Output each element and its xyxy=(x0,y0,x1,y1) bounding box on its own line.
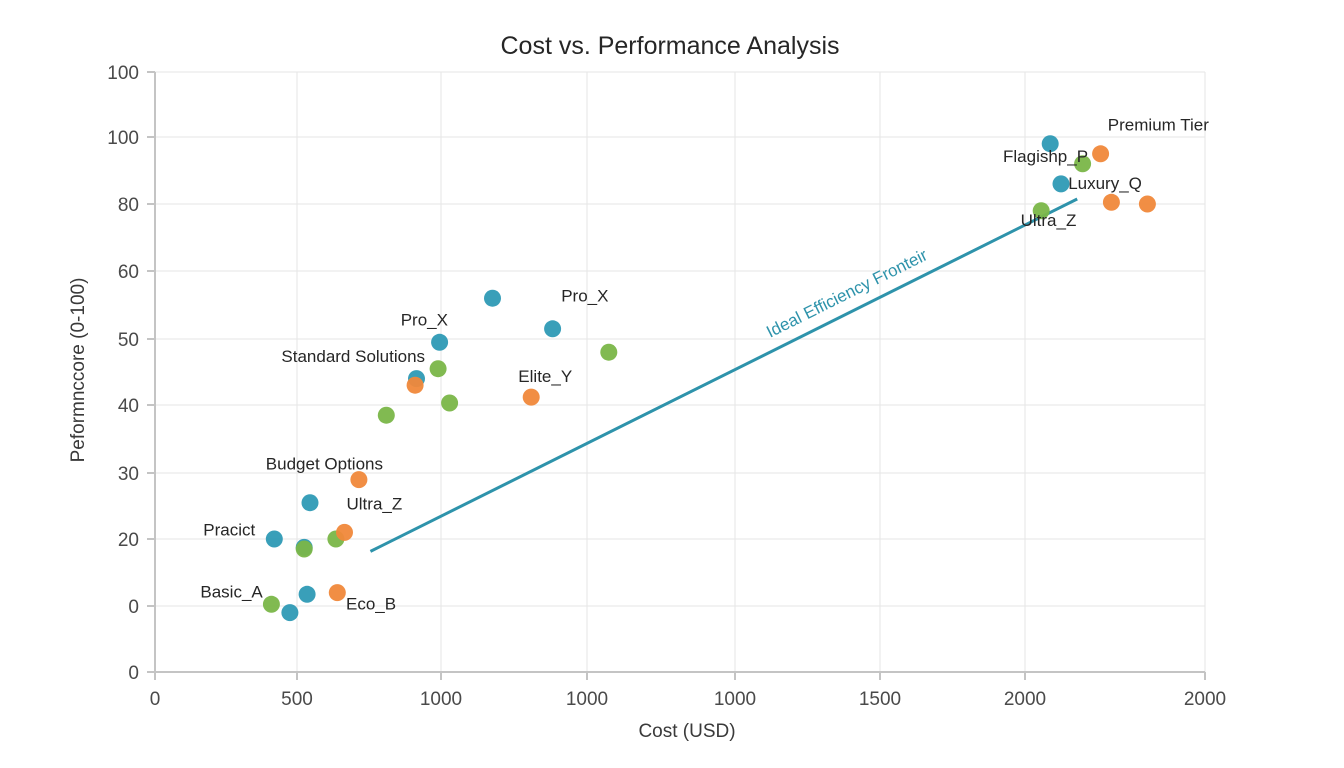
x-tick-labels: 0 500 1000 1000 1000 1500 2000 2000 xyxy=(150,689,1226,710)
y-tick-label: 50 xyxy=(118,330,139,351)
frontier-label: Ideal Efficiency Fronteir xyxy=(763,245,930,341)
data-point-blue xyxy=(301,494,319,512)
y-tick-label: 0 xyxy=(128,597,139,618)
point-annotation: Elite_Y xyxy=(518,367,572,386)
point-annotation: Pro_X xyxy=(561,287,608,306)
y-axis-label: Peformnccore (0-100) xyxy=(68,278,89,463)
data-point-blue xyxy=(431,333,449,351)
y-tick-label: 20 xyxy=(118,530,139,551)
point-annotation: Ultra_Z xyxy=(347,494,403,513)
y-tick-labels: 0 0 20 30 40 50 60 80 100 100 xyxy=(107,63,139,684)
point-annotation: Pro_X xyxy=(401,310,448,329)
x-tick-label: 0 xyxy=(150,689,161,710)
point-annotation: Pracict xyxy=(203,521,255,540)
x-tick-label: 1000 xyxy=(566,689,608,710)
frontier-line xyxy=(369,197,1078,553)
data-point-blue xyxy=(265,530,283,548)
data-point-orange xyxy=(1102,193,1120,211)
x-tick-label: 1000 xyxy=(714,689,756,710)
frontier: Ideal Efficiency Fronteir xyxy=(369,197,1078,553)
data-point-blue xyxy=(281,604,299,622)
data-point-blue xyxy=(484,289,501,307)
y-tick-label: 100 xyxy=(107,128,139,149)
chart-title: Cost vs. Performance Analysis xyxy=(500,32,839,60)
x-tick-label: 1500 xyxy=(859,689,901,710)
x-tick-label: 2000 xyxy=(1184,689,1226,710)
data-point-orange xyxy=(336,523,353,541)
data-point-blue xyxy=(1052,175,1070,193)
data-point-orange xyxy=(350,471,368,489)
gridlines xyxy=(155,71,1206,672)
point-annotation: Eco_B xyxy=(346,594,396,613)
data-point-orange xyxy=(1138,195,1156,213)
data-point-orange xyxy=(406,376,424,394)
point-annotation: Standard Solutions xyxy=(281,347,425,366)
data-point-green xyxy=(600,343,618,361)
data-point-green xyxy=(377,406,395,424)
y-tick-label: 40 xyxy=(118,396,139,417)
x-tick-label: 1000 xyxy=(420,689,462,710)
data-point-green xyxy=(441,394,459,412)
data-point-orange xyxy=(328,584,346,602)
data-point-orange xyxy=(522,388,540,406)
y-tick-label: 0 xyxy=(128,663,139,684)
data-point-green xyxy=(262,595,280,613)
point-annotation: Basic_A xyxy=(200,583,263,602)
point-annotation: Luxury_Q xyxy=(1068,174,1142,193)
x-axis-label: Cost (USD) xyxy=(638,721,735,742)
annotations: Premium Tier Flagishp_P Luxury_Q Ultra_Z Pro… xyxy=(200,116,1209,614)
data-point-green xyxy=(1074,155,1092,173)
point-annotation: Flagishp_P xyxy=(1003,147,1088,166)
y-tick-label: 80 xyxy=(118,195,139,216)
axes xyxy=(147,71,1206,680)
y-tick-label: 30 xyxy=(118,464,139,485)
point-annotation: Budget Options xyxy=(266,455,383,474)
x-tick-label: 500 xyxy=(281,689,313,710)
point-annotation: Premium Tier xyxy=(1108,116,1209,135)
data-point-green xyxy=(1032,202,1050,220)
data-point-blue xyxy=(298,585,316,603)
data-point-blue xyxy=(1041,135,1059,153)
data-point-green xyxy=(429,360,447,378)
y-tick-label: 60 xyxy=(118,262,139,283)
data-point-green xyxy=(295,540,313,558)
data-point-blue xyxy=(544,320,562,338)
data-points xyxy=(262,135,1156,622)
x-tick-label: 2000 xyxy=(1004,689,1046,710)
data-point-orange xyxy=(1092,145,1110,163)
y-tick-label: 100 xyxy=(107,63,139,84)
point-annotation: Ultra_Z xyxy=(1021,211,1077,230)
